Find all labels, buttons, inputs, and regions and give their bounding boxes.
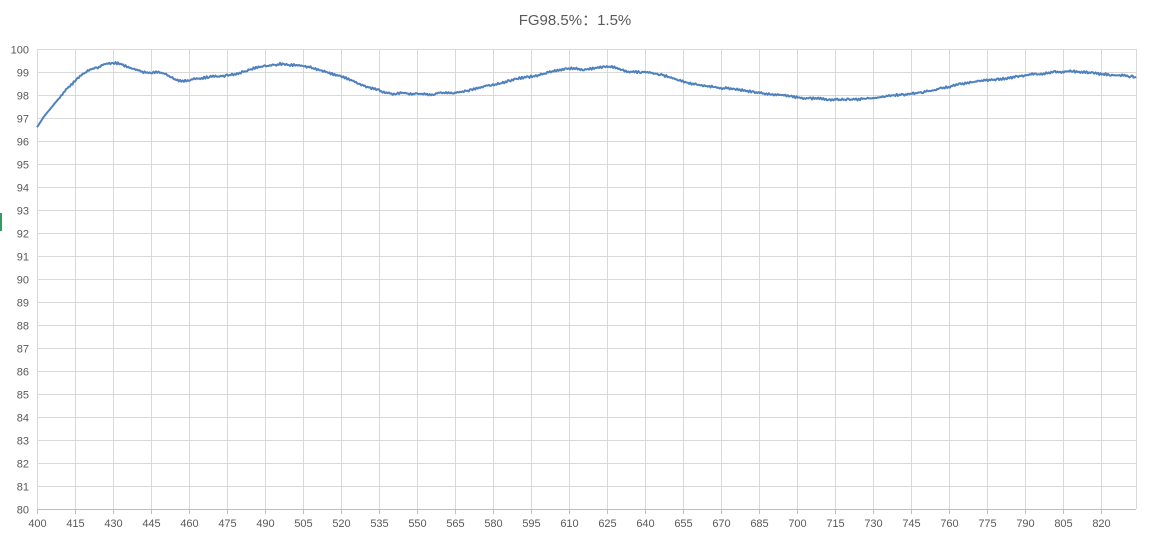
x-tick-label: 460 (180, 518, 198, 530)
x-tick-label: 730 (864, 518, 882, 530)
x-tick-label: 820 (1092, 518, 1110, 530)
y-tick-label: 93 (17, 206, 29, 218)
x-tick-label: 550 (408, 518, 426, 530)
series-line-0 (36, 61, 1137, 128)
y-tick-labels: 80 81 82 83 84 85 86 87 88 89 90 91 92 93 94 95 96 97 98 99… (11, 45, 29, 517)
y-tick-label: 81 (17, 482, 29, 494)
x-tick-label: 400 (28, 518, 46, 530)
x-tick-label: 520 (332, 518, 350, 530)
y-tick-label: 91 (17, 252, 29, 264)
x-tick-label: 625 (598, 518, 616, 530)
x-tick-label: 490 (256, 518, 274, 530)
y-tick-label: 97 (17, 114, 29, 126)
y-tick-label: 92 (17, 229, 29, 241)
axes (37, 509, 1136, 514)
x-tick-label: 565 (446, 518, 464, 530)
y-tick-label: 100 (11, 45, 29, 57)
x-tick-label: 445 (142, 518, 160, 530)
y-tick-label: 94 (17, 183, 29, 195)
series-layer (36, 61, 1137, 128)
y-tick-label: 86 (17, 367, 29, 379)
chart-title: FG98.5%：1.5% (518, 12, 632, 29)
y-tick-label: 85 (17, 390, 29, 402)
x-tick-label: 805 (1054, 518, 1072, 530)
y-tick-label: 95 (17, 160, 29, 172)
x-tick-label: 655 (674, 518, 692, 530)
x-tick-label: 610 (560, 518, 578, 530)
x-tick-label: 535 (370, 518, 388, 530)
y-tick-label: 96 (17, 137, 29, 149)
y-tick-label: 99 (17, 68, 29, 80)
x-tick-label: 760 (940, 518, 958, 530)
y-tick-label: 98 (17, 91, 29, 103)
x-tick-label: 430 (104, 518, 122, 530)
x-tick-label: 790 (1016, 518, 1034, 530)
y-tick-label: 80 (17, 505, 29, 517)
x-tick-label: 715 (826, 518, 844, 530)
x-tick-label: 415 (66, 518, 84, 530)
x-tick-label: 670 (712, 518, 730, 530)
x-tick-label: 685 (750, 518, 768, 530)
y-tick-label: 89 (17, 298, 29, 310)
y-tick-label: 87 (17, 344, 29, 356)
y-tick-label: 82 (17, 459, 29, 471)
x-tick-label: 580 (484, 518, 502, 530)
x-tick-label: 640 (636, 518, 654, 530)
window-edge-marker (0, 213, 2, 231)
x-tick-label: 475 (218, 518, 236, 530)
y-tick-label: 83 (17, 436, 29, 448)
x-tick-labels: 400 415 430 445 460 475 490 505 520 535 550 565 580 5… (28, 518, 1110, 530)
y-tick-label: 88 (17, 321, 29, 333)
x-tick-label: 505 (294, 518, 312, 530)
x-tick-label: 775 (978, 518, 996, 530)
x-tick-label: 595 (522, 518, 540, 530)
x-tick-label: 700 (788, 518, 806, 530)
y-tick-label: 90 (17, 275, 29, 287)
y-tick-label: 84 (17, 413, 29, 425)
x-tick-label: 745 (902, 518, 920, 530)
gridlines (37, 49, 1137, 510)
